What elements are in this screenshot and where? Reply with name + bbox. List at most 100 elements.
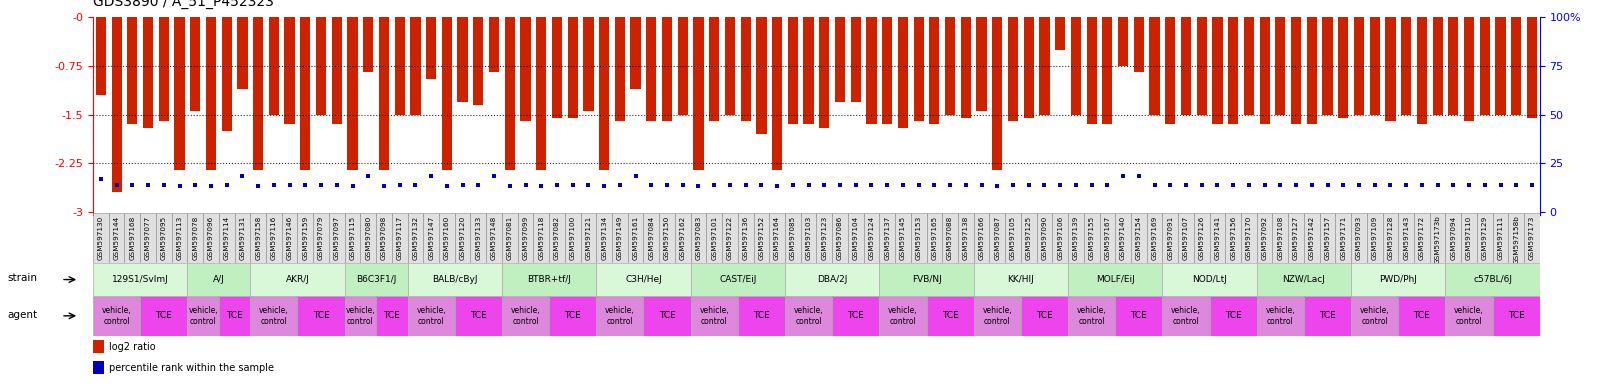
Point	[261, 182, 287, 188]
Text: GSM597120: GSM597120	[460, 216, 465, 260]
FancyBboxPatch shape	[1115, 213, 1131, 263]
FancyBboxPatch shape	[691, 263, 784, 296]
Bar	[411, 17, 420, 114]
Point	[213, 182, 239, 188]
Point	[419, 173, 444, 179]
Text: GSM597095: GSM597095	[160, 216, 167, 260]
FancyBboxPatch shape	[188, 213, 204, 263]
Bar	[1181, 17, 1192, 114]
Point	[245, 183, 271, 189]
FancyBboxPatch shape	[549, 296, 597, 336]
Text: GSM597118: GSM597118	[539, 216, 544, 260]
FancyBboxPatch shape	[1461, 213, 1477, 263]
Point	[449, 182, 475, 188]
Bar	[191, 17, 200, 111]
FancyBboxPatch shape	[1209, 213, 1225, 263]
Text: NOD/LtJ: NOD/LtJ	[1192, 275, 1227, 284]
Point	[953, 182, 978, 188]
FancyBboxPatch shape	[974, 213, 990, 263]
FancyBboxPatch shape	[832, 213, 849, 263]
Bar	[395, 17, 404, 114]
Text: GSM597169: GSM597169	[1152, 216, 1158, 260]
FancyBboxPatch shape	[627, 213, 643, 263]
Bar	[662, 17, 672, 121]
Bar	[882, 17, 892, 124]
Text: BALB/cByJ: BALB/cByJ	[431, 275, 478, 284]
FancyBboxPatch shape	[297, 213, 313, 263]
Bar	[977, 17, 986, 111]
Bar	[630, 17, 640, 89]
Point	[528, 183, 553, 189]
Point	[292, 182, 318, 188]
FancyBboxPatch shape	[1288, 213, 1304, 263]
Text: GSM597099: GSM597099	[523, 216, 528, 260]
FancyBboxPatch shape	[361, 213, 375, 263]
Text: strain: strain	[6, 273, 37, 283]
Text: MOLF/EiJ: MOLF/EiJ	[1096, 275, 1134, 284]
Bar	[568, 17, 577, 118]
FancyBboxPatch shape	[738, 213, 754, 263]
FancyBboxPatch shape	[109, 213, 125, 263]
FancyBboxPatch shape	[832, 296, 879, 336]
Text: TCE: TCE	[470, 311, 486, 320]
Bar	[505, 17, 515, 170]
Bar	[159, 17, 168, 121]
Bar	[332, 17, 342, 124]
Point	[654, 182, 680, 188]
FancyBboxPatch shape	[266, 213, 282, 263]
FancyBboxPatch shape	[1304, 296, 1351, 336]
FancyBboxPatch shape	[1351, 213, 1367, 263]
Text: vehicle,
control: vehicle, control	[1360, 306, 1389, 326]
Bar	[614, 17, 626, 121]
Point	[1015, 182, 1041, 188]
FancyBboxPatch shape	[502, 213, 518, 263]
FancyBboxPatch shape	[375, 213, 391, 263]
FancyBboxPatch shape	[188, 296, 218, 336]
Point	[764, 183, 789, 189]
FancyBboxPatch shape	[597, 296, 643, 336]
Text: vehicle,
control: vehicle, control	[510, 306, 541, 326]
Text: GSM597140: GSM597140	[1120, 216, 1126, 260]
FancyBboxPatch shape	[407, 213, 423, 263]
FancyBboxPatch shape	[706, 213, 722, 263]
Text: GSM597097: GSM597097	[334, 216, 340, 260]
Bar	[127, 17, 138, 124]
Bar	[725, 17, 735, 114]
Bar	[1275, 17, 1285, 114]
FancyBboxPatch shape	[1115, 296, 1163, 336]
Bar	[1527, 17, 1537, 118]
Bar	[1511, 17, 1521, 114]
Text: GSM597162: GSM597162	[680, 216, 687, 260]
Text: GSM597154: GSM597154	[1136, 216, 1142, 260]
Text: GSM597131: GSM597131	[239, 216, 245, 260]
FancyBboxPatch shape	[1068, 263, 1163, 296]
Bar	[441, 17, 452, 170]
Bar	[348, 17, 358, 170]
Bar	[1291, 17, 1301, 124]
FancyBboxPatch shape	[1258, 263, 1351, 296]
Text: vehicle,
control: vehicle, control	[983, 306, 1012, 326]
Point	[1237, 182, 1262, 188]
Bar	[1086, 17, 1097, 124]
FancyBboxPatch shape	[1304, 213, 1320, 263]
FancyBboxPatch shape	[849, 213, 863, 263]
Text: GSM597158: GSM597158	[255, 216, 261, 260]
Point	[890, 182, 916, 188]
Bar	[1197, 17, 1206, 114]
FancyBboxPatch shape	[675, 213, 691, 263]
Text: GSM597128: GSM597128	[1387, 216, 1394, 260]
Point	[135, 182, 160, 188]
Point	[1346, 182, 1371, 188]
Bar	[1102, 17, 1113, 124]
Point	[356, 173, 382, 179]
Text: TCE: TCE	[659, 311, 675, 320]
FancyBboxPatch shape	[1493, 296, 1540, 336]
FancyBboxPatch shape	[1320, 213, 1336, 263]
Text: GSM597110: GSM597110	[1466, 216, 1472, 260]
Bar	[237, 17, 247, 89]
Text: c57BL/6J: c57BL/6J	[1472, 275, 1513, 284]
Text: GSM597087: GSM597087	[994, 216, 1001, 260]
Bar	[1007, 17, 1019, 121]
Text: GSM597084: GSM597084	[648, 216, 654, 260]
Bar	[1479, 17, 1490, 114]
